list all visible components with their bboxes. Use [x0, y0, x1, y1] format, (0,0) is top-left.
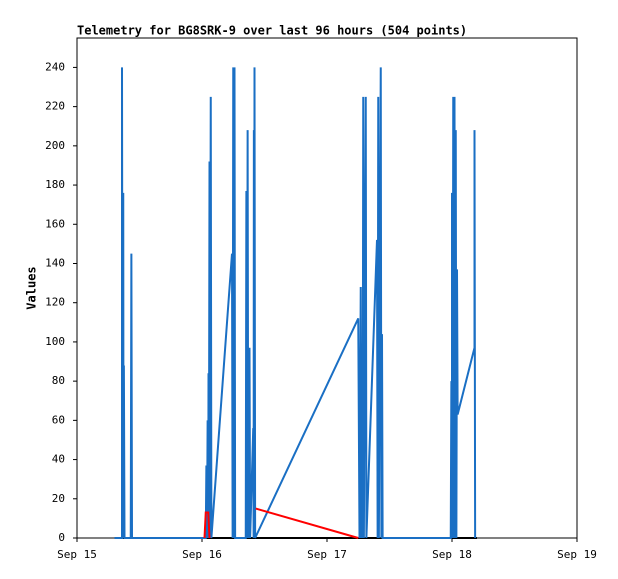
x-tick-label: Sep 15 [57, 548, 97, 561]
y-tick-label: 240 [45, 60, 65, 73]
series-line [255, 507, 359, 539]
y-tick-label: 120 [45, 296, 65, 309]
y-tick-label: 80 [52, 374, 65, 387]
y-tick-label: 100 [45, 335, 65, 348]
plot-frame [76, 37, 578, 539]
x-tick-label: Sep 19 [557, 548, 597, 561]
series-line [114, 67, 477, 539]
y-tick-label: 160 [45, 217, 65, 230]
y-tick-label: 60 [52, 413, 65, 426]
x-tick-label: Sep 18 [432, 548, 472, 561]
y-tick-label: 220 [45, 100, 65, 113]
x-tick-label: Sep 17 [307, 548, 347, 561]
y-tick-label: 0 [58, 531, 65, 544]
x-tick-label: Sep 16 [182, 548, 222, 561]
y-tick-label: 180 [45, 178, 65, 191]
series-line [203, 511, 211, 539]
chart-title: Telemetry for BG8SRK-9 over last 96 hour… [77, 24, 467, 38]
y-tick-label: 40 [52, 453, 65, 466]
y-tick-label: 20 [52, 492, 65, 505]
y-tick-label: 140 [45, 256, 65, 269]
y-tick-label: 200 [45, 139, 65, 152]
y-axis-label: Values [25, 266, 39, 309]
